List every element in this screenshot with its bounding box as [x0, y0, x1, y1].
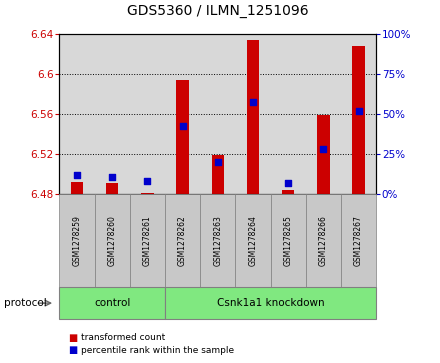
Point [73, 172, 81, 178]
Text: ■: ■ [68, 345, 77, 355]
Point [320, 147, 327, 152]
Point [109, 174, 116, 180]
Bar [282, 190, 294, 194]
Text: GSM1278261: GSM1278261 [143, 215, 152, 266]
Bar [176, 80, 189, 194]
Text: GSM1278260: GSM1278260 [108, 215, 117, 266]
Bar [247, 40, 259, 194]
Bar [212, 155, 224, 194]
Point [285, 180, 292, 186]
Text: GSM1278259: GSM1278259 [73, 215, 81, 266]
Text: Csnk1a1 knockdown: Csnk1a1 knockdown [217, 298, 324, 308]
Bar [352, 46, 365, 194]
Point [144, 179, 151, 184]
Text: GSM1278265: GSM1278265 [284, 215, 293, 266]
Point [214, 159, 221, 165]
Text: GSM1278267: GSM1278267 [354, 215, 363, 266]
Text: GSM1278264: GSM1278264 [249, 215, 257, 266]
Point [179, 123, 186, 129]
Bar [71, 182, 83, 194]
Point [249, 99, 257, 105]
Text: GSM1278266: GSM1278266 [319, 215, 328, 266]
Text: transformed count: transformed count [81, 333, 165, 342]
Text: ■: ■ [68, 333, 77, 343]
Text: percentile rank within the sample: percentile rank within the sample [81, 346, 235, 355]
Text: GSM1278262: GSM1278262 [178, 215, 187, 266]
Text: GDS5360 / ILMN_1251096: GDS5360 / ILMN_1251096 [127, 4, 308, 18]
Text: control: control [94, 298, 130, 308]
Text: GSM1278263: GSM1278263 [213, 215, 222, 266]
Point [355, 108, 362, 114]
Bar [317, 115, 330, 194]
Text: protocol: protocol [4, 298, 47, 308]
Bar [141, 193, 154, 194]
Bar [106, 183, 118, 194]
